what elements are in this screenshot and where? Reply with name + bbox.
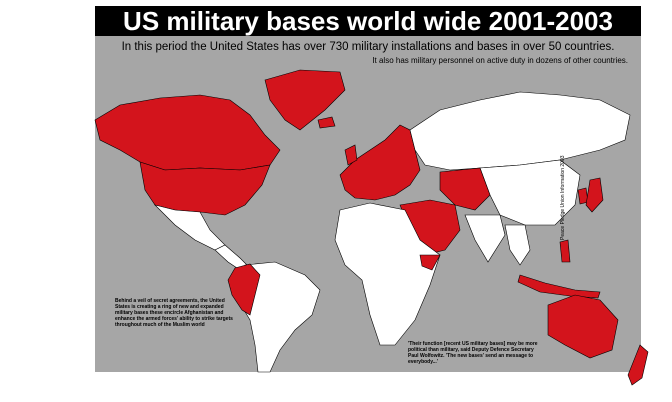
greenland bbox=[264, 69, 346, 131]
uk bbox=[344, 144, 358, 166]
horn-of-africa bbox=[419, 254, 441, 271]
colombia-ecuador-peru bbox=[227, 263, 261, 316]
canada bbox=[94, 94, 281, 171]
southeast-asia bbox=[504, 224, 531, 266]
iceland bbox=[317, 116, 336, 129]
australia bbox=[547, 294, 619, 359]
quote-note: 'Their function [recent US military base… bbox=[408, 341, 538, 365]
credit: Peace Pledge Union Information 2003 bbox=[560, 155, 566, 240]
new-zealand bbox=[627, 344, 649, 386]
japan bbox=[585, 177, 604, 213]
central-asia bbox=[439, 167, 491, 211]
russia bbox=[409, 91, 631, 171]
china bbox=[479, 159, 581, 226]
left-note: Behind a veil of secret agreements, the … bbox=[115, 298, 233, 328]
philippines bbox=[559, 239, 571, 263]
subtitle: In this period the United States has ove… bbox=[121, 41, 615, 53]
subtitle-secondary: It also has military personnel on active… bbox=[372, 56, 628, 65]
europe bbox=[339, 124, 421, 201]
india bbox=[464, 214, 506, 263]
title: US military bases world wide 2001-2003 bbox=[95, 6, 641, 36]
indonesia bbox=[517, 274, 601, 299]
africa bbox=[334, 202, 441, 346]
